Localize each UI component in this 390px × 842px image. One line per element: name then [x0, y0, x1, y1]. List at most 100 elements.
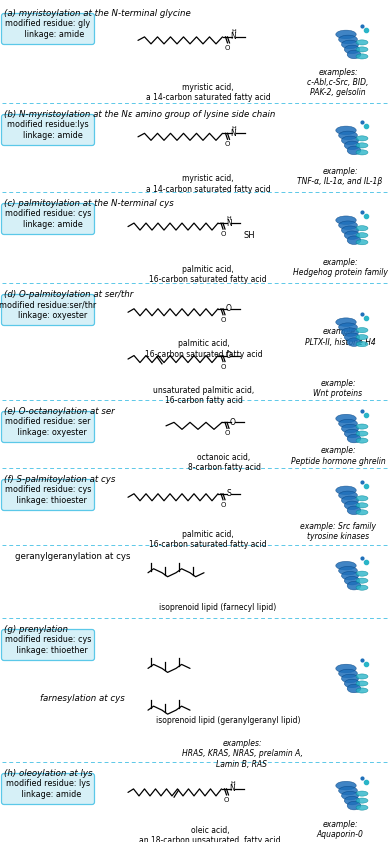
Text: modified residue: cys
   linkage: thioester: modified residue: cys linkage: thioester [5, 485, 91, 504]
Ellipse shape [336, 30, 356, 39]
Text: (e) O-octanoylation at ser: (e) O-octanoylation at ser [4, 407, 115, 416]
Text: O: O [224, 430, 230, 436]
Ellipse shape [356, 240, 368, 245]
Ellipse shape [356, 805, 368, 810]
Text: O: O [226, 351, 232, 360]
Ellipse shape [356, 509, 368, 515]
Text: (b) N-myristoylation at the Nε amino group of lysine side chain: (b) N-myristoylation at the Nε amino gro… [4, 110, 275, 119]
Ellipse shape [344, 577, 360, 585]
Ellipse shape [342, 136, 358, 145]
Text: O: O [225, 45, 230, 51]
Ellipse shape [356, 688, 368, 693]
Text: O: O [230, 418, 236, 427]
Text: modified residue: gly
     linkage: amide: modified residue: gly linkage: amide [5, 19, 90, 39]
Ellipse shape [347, 147, 361, 155]
Ellipse shape [339, 567, 357, 575]
Ellipse shape [347, 582, 361, 590]
Ellipse shape [356, 791, 368, 797]
Ellipse shape [344, 45, 360, 54]
Text: N: N [230, 129, 236, 138]
Ellipse shape [342, 791, 358, 800]
Text: example: Src family
tyrosine kinases: example: Src family tyrosine kinases [300, 522, 376, 541]
Ellipse shape [336, 126, 356, 135]
Ellipse shape [344, 231, 360, 239]
Text: (h) oleoylation at lys: (h) oleoylation at lys [4, 769, 92, 778]
Text: SH: SH [243, 231, 255, 240]
Text: unsaturated palmitic acid,
16-carbon fatty acid: unsaturated palmitic acid, 16-carbon fat… [153, 386, 255, 405]
Text: S: S [227, 489, 231, 498]
Text: myristic acid,
a 14-carbon saturated fatty acid: myristic acid, a 14-carbon saturated fat… [145, 174, 270, 194]
Ellipse shape [356, 232, 368, 237]
Text: myristic acid,
a 14-carbon saturated fatty acid: myristic acid, a 14-carbon saturated fat… [145, 83, 270, 102]
Text: (c) palmitoylation at the N-terminal cys: (c) palmitoylation at the N-terminal cys [4, 199, 174, 208]
Ellipse shape [356, 40, 368, 45]
Text: example:
TNF-α, IL-1α, and IL-1β: example: TNF-α, IL-1α, and IL-1β [297, 167, 383, 186]
FancyBboxPatch shape [2, 295, 94, 326]
Ellipse shape [347, 802, 361, 810]
Text: example:
PLTX-II, histone H4: example: PLTX-II, histone H4 [305, 328, 375, 347]
Ellipse shape [347, 685, 361, 693]
Ellipse shape [356, 496, 368, 501]
Text: N: N [230, 785, 236, 793]
Text: farnesylation at cys: farnesylation at cys [40, 695, 125, 703]
Text: modified residue: cys
    linkage: amide: modified residue: cys linkage: amide [5, 210, 91, 229]
Text: O: O [220, 317, 226, 322]
Ellipse shape [342, 674, 358, 683]
Ellipse shape [342, 226, 358, 234]
Ellipse shape [344, 333, 360, 341]
Ellipse shape [344, 797, 360, 805]
Ellipse shape [342, 328, 358, 337]
Ellipse shape [344, 679, 360, 688]
Ellipse shape [336, 318, 356, 327]
Text: (a) myristoylation at the N-terminal glycine: (a) myristoylation at the N-terminal gly… [4, 9, 191, 18]
Text: example:
Peptide hormone ghrelin: example: Peptide hormone ghrelin [291, 446, 385, 466]
Text: O: O [226, 304, 232, 313]
Ellipse shape [339, 221, 357, 230]
Text: example:
Wnt proteins: example: Wnt proteins [314, 379, 363, 398]
Ellipse shape [336, 562, 356, 570]
Ellipse shape [342, 572, 358, 580]
Text: modified residue: lys
   linkage: amide: modified residue: lys linkage: amide [6, 780, 90, 799]
Text: octanoic acid,
8-carbon fatty acid: octanoic acid, 8-carbon fatty acid [188, 453, 261, 472]
Text: O: O [224, 797, 229, 803]
Ellipse shape [356, 143, 368, 148]
Ellipse shape [336, 486, 356, 494]
Ellipse shape [342, 424, 358, 433]
Ellipse shape [356, 571, 368, 576]
Ellipse shape [356, 54, 368, 59]
Text: O: O [225, 141, 230, 147]
Ellipse shape [356, 431, 368, 436]
Text: modified residue:lys
    linkage: amide: modified residue:lys linkage: amide [7, 120, 89, 140]
Text: example:
Aquaporin-0: example: Aquaporin-0 [317, 819, 363, 839]
Ellipse shape [356, 578, 368, 584]
Ellipse shape [336, 664, 356, 673]
Ellipse shape [356, 798, 368, 803]
Text: N: N [230, 32, 236, 41]
Ellipse shape [347, 434, 361, 443]
FancyBboxPatch shape [2, 774, 94, 804]
Ellipse shape [347, 51, 361, 59]
Text: oleic acid,
an 18-carbon unsaturated  fatty acid: oleic acid, an 18-carbon unsaturated fat… [139, 826, 281, 842]
Ellipse shape [347, 338, 361, 346]
Text: geranylgeranylation at cys: geranylgeranylation at cys [4, 552, 131, 561]
Ellipse shape [356, 226, 368, 231]
Ellipse shape [347, 506, 361, 514]
FancyBboxPatch shape [2, 630, 94, 660]
Text: modified residue: ser
   linkage: oxyester: modified residue: ser linkage: oxyester [5, 418, 91, 437]
FancyBboxPatch shape [2, 13, 94, 45]
Text: example:
Hedgehog protein family: example: Hedgehog protein family [292, 258, 387, 277]
Ellipse shape [356, 342, 368, 347]
Text: O: O [220, 231, 226, 237]
Text: isoprenoid lipid (farnecyl lipid): isoprenoid lipid (farnecyl lipid) [160, 604, 277, 612]
FancyBboxPatch shape [2, 479, 94, 510]
Ellipse shape [356, 136, 368, 141]
Ellipse shape [356, 424, 368, 429]
Text: (g) prenylation: (g) prenylation [4, 625, 68, 634]
Ellipse shape [356, 674, 368, 679]
FancyBboxPatch shape [2, 115, 94, 146]
Ellipse shape [339, 322, 357, 332]
Ellipse shape [356, 438, 368, 443]
Text: examples:
HRAS, KRAS, NRAS, prelamin A,
Lamin B, RAS: examples: HRAS, KRAS, NRAS, prelamin A, … [182, 739, 302, 769]
Ellipse shape [339, 419, 357, 428]
Ellipse shape [339, 786, 357, 795]
